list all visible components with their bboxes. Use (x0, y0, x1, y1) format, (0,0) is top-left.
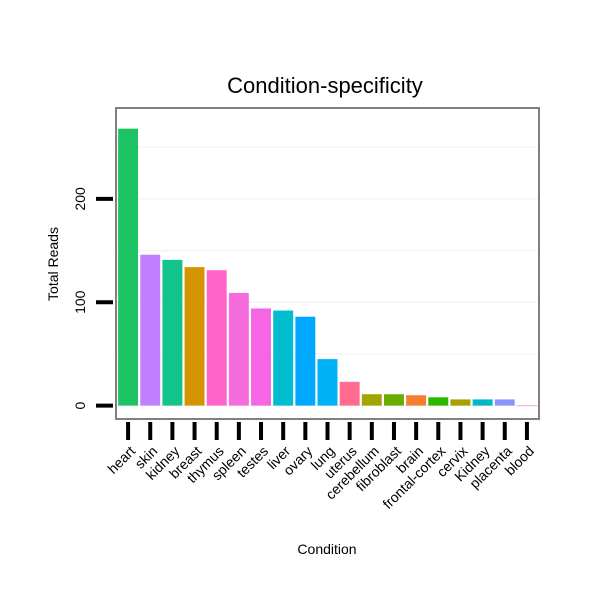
bar-spleen (228, 292, 249, 406)
bar-heart (118, 128, 139, 406)
bar-lung (317, 359, 338, 406)
bar-cervix (450, 399, 471, 406)
bar-kidney (162, 259, 183, 406)
bar-uterus (339, 381, 360, 406)
bar-breast (184, 267, 205, 406)
y-tick-label: 0 (72, 401, 88, 409)
bar-liver (273, 310, 294, 406)
x-axis-title: Condition (297, 541, 356, 557)
plot-panel-border (115, 107, 540, 420)
chart-title: Condition-specificity (227, 73, 423, 98)
bar-placenta (494, 399, 515, 406)
y-axis-title: Total Reads (45, 227, 61, 301)
bar-ovary (295, 316, 316, 406)
y-tick-label: 100 (72, 290, 88, 314)
y-tick-label: 200 (72, 187, 88, 211)
bar-brain (406, 395, 427, 406)
bar-kidney (472, 399, 493, 406)
bar-skin (140, 254, 161, 406)
x-axis: heartskinkidneybreastthymusspleentestesl… (104, 422, 537, 512)
y-axis: 0 100 200 (72, 187, 113, 409)
bar-cerebellum (361, 394, 382, 406)
bar-testes (251, 308, 271, 406)
bar-thymus (206, 270, 227, 406)
bar-fibroblast (384, 394, 404, 406)
bar-frontal-cortex (428, 397, 449, 406)
bars (118, 128, 537, 407)
bar-blood (516, 405, 537, 407)
